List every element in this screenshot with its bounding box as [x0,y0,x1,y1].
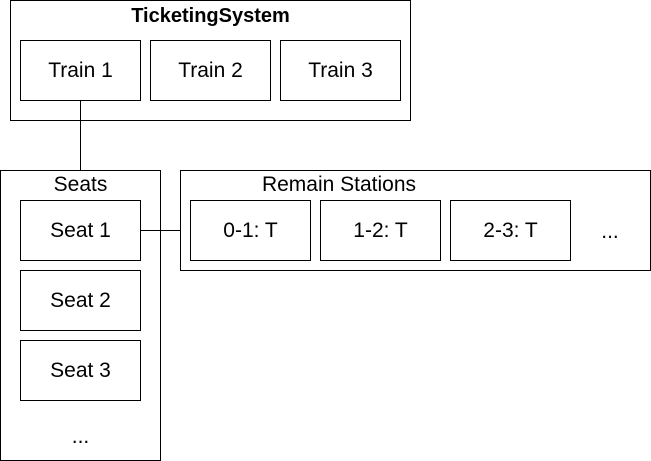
seat-3-box: Seat 3 [20,340,141,401]
seat-2-box: Seat 2 [20,270,141,331]
connector-seat-stations [141,230,181,231]
train-2-box: Train 2 [150,40,271,101]
seats-more: ... [71,425,90,448]
ticketing-system-title: TicketingSystem [131,5,290,27]
station-segment-1-2: 1-2: T [320,200,441,261]
train-3-box: Train 3 [280,40,401,101]
station-segment-2-3: 2-3: T [450,200,571,261]
seat-1-box: Seat 1 [20,200,141,261]
station-segment-0-1: 0-1: T [190,200,311,261]
train-1-box: Train 1 [20,40,141,101]
remain-stations-title: Remain Stations [261,173,417,196]
seats-title: Seats [53,173,108,196]
remain-stations-more: ... [601,220,619,243]
connector-train-seats [80,101,81,171]
